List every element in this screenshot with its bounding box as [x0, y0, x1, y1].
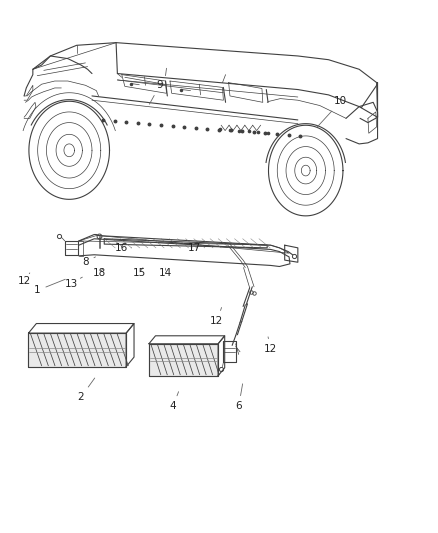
Text: 18: 18 — [93, 268, 106, 278]
Text: 17: 17 — [188, 243, 201, 253]
Text: 12: 12 — [18, 273, 31, 286]
Text: 14: 14 — [159, 268, 172, 278]
Text: 9: 9 — [149, 80, 163, 104]
Polygon shape — [149, 344, 218, 376]
Text: 4: 4 — [170, 392, 179, 411]
Text: 15: 15 — [133, 268, 146, 278]
Text: 12: 12 — [210, 308, 223, 326]
Text: 2: 2 — [78, 378, 95, 402]
Text: 6: 6 — [235, 384, 243, 411]
Text: 13: 13 — [64, 277, 82, 288]
Text: 8: 8 — [82, 257, 95, 267]
Text: 1: 1 — [34, 279, 65, 295]
Text: 12: 12 — [264, 337, 277, 354]
Polygon shape — [28, 333, 126, 367]
Text: 10: 10 — [317, 96, 347, 127]
Text: 16: 16 — [115, 243, 131, 253]
